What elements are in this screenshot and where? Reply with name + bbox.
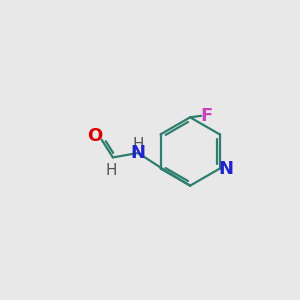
Text: N: N bbox=[218, 160, 233, 178]
Text: H: H bbox=[106, 163, 117, 178]
Text: O: O bbox=[87, 127, 103, 145]
Text: N: N bbox=[130, 144, 146, 162]
Text: F: F bbox=[200, 107, 213, 125]
Text: H: H bbox=[132, 137, 144, 152]
